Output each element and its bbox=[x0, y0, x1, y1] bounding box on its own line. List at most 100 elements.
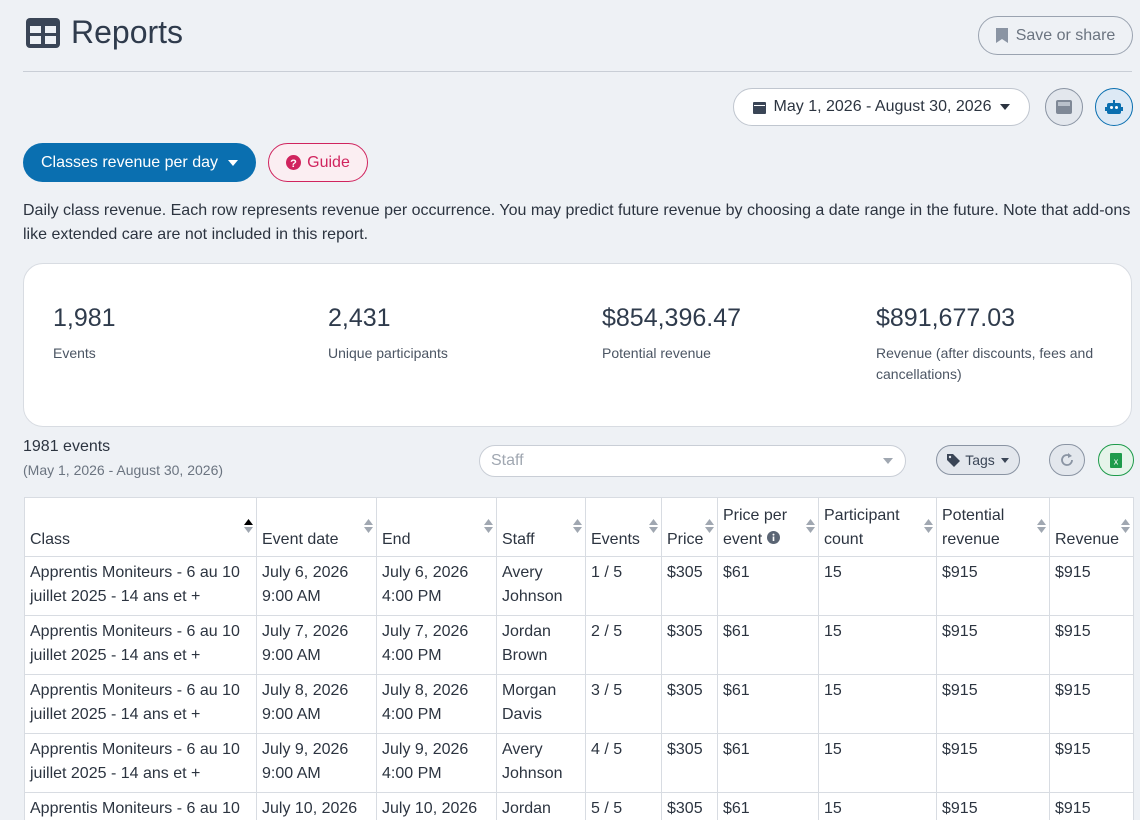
sort-icon bbox=[649, 519, 658, 533]
column-header-label: Staff bbox=[502, 531, 535, 548]
table-cell: $915 bbox=[1049, 733, 1134, 793]
cell-line: July 9, 2026 bbox=[382, 741, 469, 758]
table-cell: $915 bbox=[1049, 556, 1134, 616]
cell-text: $305 bbox=[667, 564, 703, 581]
column-header[interactable]: Price per event bbox=[717, 497, 819, 557]
table-cell: Apprentis Moniteurs - 6 au 10 juillet 20… bbox=[24, 615, 257, 675]
help-icon: ? bbox=[286, 155, 302, 170]
column-header[interactable]: Class bbox=[24, 497, 257, 557]
cell-text: 4 / 5 bbox=[591, 741, 623, 758]
column-header[interactable]: End bbox=[376, 497, 497, 557]
report-description: Daily class revenue. Each row represents… bbox=[23, 202, 1131, 243]
tags-label: Tags bbox=[965, 452, 995, 468]
column-header[interactable]: Revenue bbox=[1049, 497, 1134, 557]
cell-line: July 10, 2026 bbox=[382, 800, 478, 817]
guide-button[interactable]: ? Guide bbox=[268, 143, 368, 182]
cell-text: Apprentis Moniteurs - 6 au 10 juillet 20… bbox=[30, 564, 240, 605]
cell-line: 9:00 AM bbox=[262, 706, 321, 723]
cell-text: $915 bbox=[1055, 623, 1091, 640]
date-range-picker[interactable]: May 1, 2026 - August 30, 2026 bbox=[733, 88, 1030, 126]
table-cell: 4 / 5 bbox=[585, 733, 662, 793]
cell-text: 15 bbox=[824, 564, 842, 581]
column-header[interactable]: Potential revenue bbox=[936, 497, 1050, 557]
stat-value: 2,431 bbox=[328, 304, 391, 332]
cell-line: July 6, 2026 bbox=[382, 564, 469, 581]
cell-text: Jordan Brown bbox=[502, 623, 551, 664]
cell-text: 15 bbox=[824, 623, 842, 640]
cell-line: July 6, 2026 bbox=[262, 564, 349, 581]
column-header[interactable]: Price bbox=[661, 497, 718, 557]
stat: 1,981 Events bbox=[53, 304, 293, 364]
table-cell: 15 bbox=[818, 674, 937, 734]
stat-label: Events bbox=[53, 345, 96, 361]
table-cell: Jordan Brown bbox=[496, 615, 586, 675]
assistant-button[interactable] bbox=[1095, 88, 1133, 126]
sort-icon bbox=[1037, 519, 1046, 533]
sort-icon bbox=[573, 519, 582, 533]
table-row: Apprentis Moniteurs - 6 au 10 juillet 20… bbox=[24, 615, 1134, 675]
cell-text: 15 bbox=[824, 682, 842, 699]
table-cell: $915 bbox=[1049, 615, 1134, 675]
cell-line: 4:00 PM bbox=[382, 765, 442, 782]
table-row: Apprentis Moniteurs - 6 au 10 juillet 20… bbox=[24, 556, 1134, 616]
card-icon bbox=[1056, 100, 1072, 114]
table-cell: Apprentis Moniteurs - 6 au 10 bbox=[24, 792, 257, 820]
table-cell: $305 bbox=[661, 792, 718, 820]
svg-text:?: ? bbox=[290, 158, 297, 170]
cell-text: Avery Johnson bbox=[502, 741, 563, 782]
cell-text: 3 / 5 bbox=[591, 682, 623, 699]
staff-filter[interactable]: Staff bbox=[479, 445, 906, 477]
robot-icon bbox=[1105, 99, 1123, 114]
table-cell: 2 / 5 bbox=[585, 615, 662, 675]
table-cell: July 6, 2026 4:00 PM bbox=[376, 556, 497, 616]
column-header[interactable]: Participant count bbox=[818, 497, 937, 557]
bookmark-icon bbox=[995, 28, 1008, 43]
sort-icon bbox=[806, 519, 815, 533]
column-header[interactable]: Event date bbox=[256, 497, 377, 557]
save-share-button[interactable]: Save or share bbox=[978, 16, 1133, 55]
table-cell: 3 / 5 bbox=[585, 674, 662, 734]
tag-icon bbox=[947, 453, 961, 467]
table-cell: Apprentis Moniteurs - 6 au 10 juillet 20… bbox=[24, 733, 257, 793]
sort-icon bbox=[244, 519, 253, 533]
table-cell: July 8, 2026 9:00 AM bbox=[256, 674, 377, 734]
sort-icon bbox=[484, 519, 493, 533]
table-row: Apprentis Moniteurs - 6 au 10 juillet 20… bbox=[24, 733, 1134, 793]
table-cell: July 7, 2026 4:00 PM bbox=[376, 615, 497, 675]
column-header[interactable]: Staff bbox=[496, 497, 586, 557]
table-cell: $305 bbox=[661, 733, 718, 793]
table-cell: 15 bbox=[818, 792, 937, 820]
cell-text: 15 bbox=[824, 741, 842, 758]
column-header-label: Events bbox=[591, 531, 640, 548]
sort-icon bbox=[364, 519, 373, 533]
table-cell: Avery Johnson bbox=[496, 733, 586, 793]
view-toggle-button[interactable] bbox=[1045, 88, 1083, 126]
column-header[interactable]: Events bbox=[585, 497, 662, 557]
refresh-button[interactable] bbox=[1049, 444, 1085, 476]
table-cell: $915 bbox=[936, 674, 1050, 734]
stat: 2,431 Unique participants bbox=[328, 304, 568, 364]
cell-line: 9:00 AM bbox=[262, 588, 321, 605]
stat: $854,396.47 Potential revenue bbox=[602, 304, 842, 364]
export-excel-button[interactable]: x bbox=[1098, 444, 1134, 476]
column-header-label: Event date bbox=[262, 531, 339, 548]
guide-label: Guide bbox=[307, 153, 350, 171]
cell-line: July 10, 2026 bbox=[262, 800, 358, 817]
column-header-label: Price bbox=[667, 531, 704, 548]
report-table: Class Event date End Staff Events Price Price … bbox=[24, 497, 1134, 820]
table-cell: $915 bbox=[1049, 792, 1134, 820]
stat-value: 1,981 bbox=[53, 304, 116, 332]
table-cell: July 10, 2026 bbox=[376, 792, 497, 820]
report-selector[interactable]: Classes revenue per day bbox=[23, 143, 256, 182]
stat-label: Revenue (after discounts, fees and cance… bbox=[876, 345, 1094, 382]
cell-text: $915 bbox=[942, 741, 978, 758]
cell-text: $61 bbox=[723, 623, 750, 640]
cell-text: $915 bbox=[942, 682, 978, 699]
cell-text: $305 bbox=[667, 741, 703, 758]
tags-button[interactable]: Tags bbox=[936, 445, 1020, 475]
cell-line: July 8, 2026 bbox=[262, 682, 349, 699]
table-cell: $915 bbox=[936, 556, 1050, 616]
excel-icon: x bbox=[1110, 452, 1122, 468]
cell-text: $915 bbox=[1055, 800, 1091, 817]
